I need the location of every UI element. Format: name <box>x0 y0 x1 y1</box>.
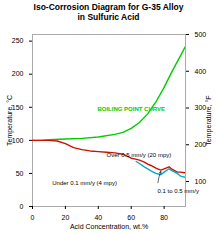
svg-text:Temperature, °F: Temperature, °F <box>205 95 213 145</box>
svg-text:Acid Concentration, wt.%: Acid Concentration, wt.% <box>70 223 148 230</box>
svg-text:40: 40 <box>94 214 102 221</box>
svg-text:Over 0.5 mm/y (20 mpy): Over 0.5 mm/y (20 mpy) <box>107 152 172 158</box>
svg-text:80: 80 <box>160 214 168 221</box>
svg-text:0: 0 <box>31 214 35 221</box>
svg-text:150: 150 <box>12 104 24 111</box>
svg-text:Under 0.1 mm/y (4 mpy): Under 0.1 mm/y (4 mpy) <box>52 180 117 186</box>
svg-text:BOILING POINT CURVE: BOILING POINT CURVE <box>97 106 165 112</box>
svg-text:20: 20 <box>62 214 70 221</box>
svg-text:250: 250 <box>12 37 24 44</box>
svg-text:200: 200 <box>194 141 207 148</box>
html-text:Iso-Corrosion Diagram for G-35: Iso-Corrosion Diagram for G-35 Alloy in … <box>33 2 184 22</box>
svg-text:400: 400 <box>195 67 207 74</box>
svg-text:200: 200 <box>12 70 24 77</box>
svg-text:Temperature, °C: Temperature, °C <box>6 95 14 146</box>
svg-text:60: 60 <box>127 214 135 221</box>
svg-text:100: 100 <box>195 178 207 185</box>
svg-text:100: 100 <box>12 137 24 144</box>
svg-text:0: 0 <box>20 203 24 210</box>
svg-text:300: 300 <box>194 104 207 112</box>
svg-text:50: 50 <box>16 170 24 177</box>
svg-text:0.1 to 0.5 mm/y: 0.1 to 0.5 mm/y <box>158 188 199 194</box>
svg-text:500: 500 <box>195 31 207 38</box>
